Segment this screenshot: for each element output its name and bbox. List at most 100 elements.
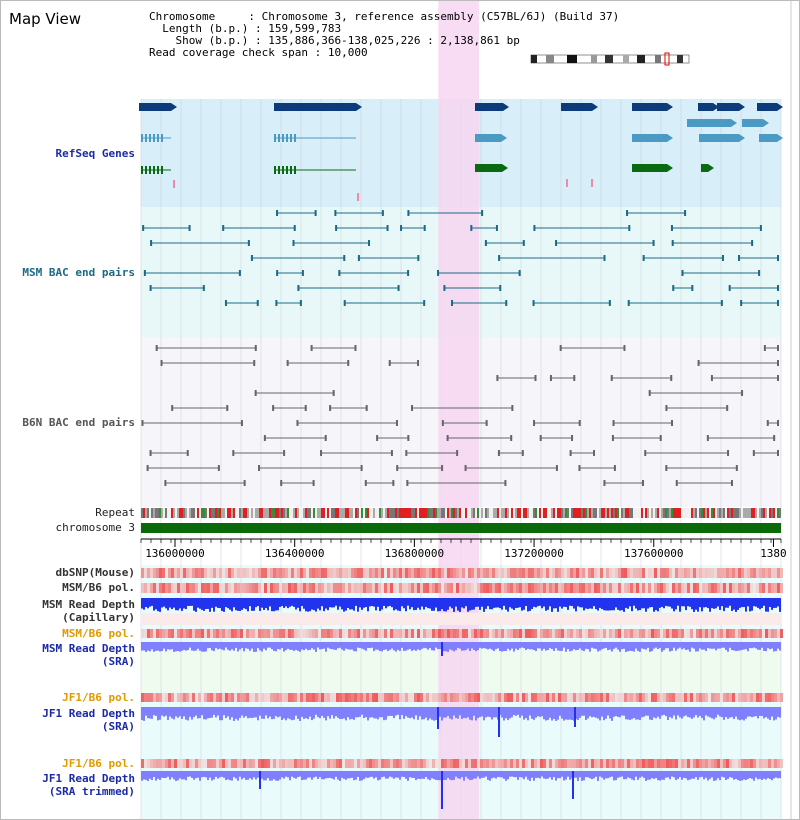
msm-bac-pair-end — [407, 270, 410, 276]
msm-sra-depth-bar — [557, 642, 559, 651]
msm-capillary-depth-bar — [243, 598, 245, 609]
msm-read-depth-capillary-label[interactable]: MSM Read Depth — [42, 598, 135, 611]
refseq-gene-arrow — [667, 103, 673, 111]
msm-sra-depth-bar — [577, 642, 579, 650]
jf1-b6-pol-trim-label[interactable]: JF1/B6 pol. — [62, 757, 135, 770]
msm-capillary-depth-bar — [613, 598, 615, 611]
msm-b6-pol-sra-cell — [213, 629, 216, 638]
msm-sra-depth-bar — [411, 642, 413, 651]
jf1-b6-pol-trim-cell — [411, 759, 414, 768]
jf1-trim-depth-bar — [347, 771, 349, 779]
msm-capillary-depth-bar — [301, 598, 303, 607]
repeat-block — [393, 508, 395, 518]
jf1-sra-depth-bar — [685, 707, 687, 716]
dbsnp-cell — [573, 568, 576, 578]
jf1-b6-pol-trim-cell — [234, 759, 237, 768]
jf1-trim-depth-bar — [343, 771, 345, 779]
dbsnp-label[interactable]: dbSNP(Mouse) — [55, 566, 135, 579]
b6n-bac-label[interactable]: B6N BAC end pairs — [22, 416, 135, 429]
jf1-sra-depth-bar — [645, 707, 647, 716]
msm-b6-pol-sra-label[interactable]: MSM/B6 pol. — [62, 627, 135, 640]
repeat-block — [477, 508, 479, 518]
msm-b6-pol-cell — [696, 583, 699, 593]
jf1-trim-depth-bar — [685, 771, 687, 779]
repeat-block — [695, 508, 697, 518]
repeat-block — [707, 508, 709, 518]
repeat-block — [669, 508, 671, 518]
msm-b6-pol-sra-cell — [684, 629, 687, 638]
repeat-block — [217, 508, 219, 518]
dbsnp-cell — [465, 568, 468, 578]
msm-b6-pol-cell — [405, 583, 408, 593]
jf1-b6-pol-trim-cell — [177, 759, 180, 768]
b6n-bac-pair-end — [286, 360, 289, 366]
jf1-b6-pol-trim-cell — [195, 759, 198, 768]
dbsnp-cell — [159, 568, 162, 578]
repeat-block — [737, 508, 739, 518]
jf1-read-depth-sra-label[interactable]: JF1 Read Depth — [42, 707, 135, 720]
msm-b6-pol-sra-cell — [225, 629, 228, 638]
jf1-b6-pol-cell — [360, 693, 363, 702]
dbsnp-cell — [696, 568, 699, 578]
msm-sra-depth-bar — [679, 642, 681, 648]
msm-bac-label[interactable]: MSM BAC end pairs — [22, 266, 135, 279]
msm-b6-pol-cell — [219, 583, 222, 593]
msm-b6-pol-sra-cell — [543, 629, 546, 638]
msm-b6-pol-sra-cell — [711, 629, 714, 638]
jf1-sra-depth-bar — [375, 707, 377, 719]
jf1-sra-depth-bar — [393, 707, 395, 719]
msm-capillary-depth-bar — [669, 598, 671, 607]
jf1-sra-depth-bar — [333, 707, 335, 719]
jf1-sra-depth-bar — [607, 707, 609, 716]
msm-b6-pol-cell — [267, 583, 270, 593]
repeat-block — [381, 508, 383, 518]
msm-sra-depth-bar — [447, 642, 449, 652]
msm-sra-depth-bar — [675, 642, 677, 651]
jf1-sra-depth-bar — [281, 707, 283, 720]
jf1-trim-depth-bar — [271, 771, 273, 781]
repeat-block — [295, 508, 297, 518]
jf1-trim-depth-bar — [269, 771, 271, 781]
jf1-sra-depth-bar — [389, 707, 391, 716]
msm-b6-pol-cell — [663, 583, 666, 593]
jf1-sra-depth-bar — [343, 707, 345, 719]
msm-b6-pol-sra-cell — [774, 629, 777, 638]
jf1-b6-pol-cell — [171, 693, 174, 702]
msm-b6-pol-cell — [141, 583, 144, 593]
jf1-sra-depth-bar — [417, 707, 419, 720]
jf1-b6-pol-cell — [225, 693, 228, 702]
msm-capillary-depth-bar — [651, 598, 653, 608]
refseq-genes-label[interactable]: RefSeq Genes — [55, 147, 135, 160]
dbsnp-cell — [201, 568, 204, 578]
jf1-b6-pol-trim-cell — [216, 759, 219, 768]
jf1-b6-pol-trim-cell — [453, 759, 456, 768]
msm-b6-pol-sra-cell — [414, 629, 417, 638]
msm-b6-pol-sra-cell — [690, 629, 693, 638]
b6n-bac-pair-end — [296, 420, 299, 426]
dbsnp-cell — [255, 568, 258, 578]
jf1-read-depth-trim-label[interactable]: JF1 Read Depth — [42, 772, 135, 785]
repeat-block — [307, 508, 309, 518]
msm-capillary-depth-bar — [589, 598, 591, 609]
msm-b6-pol-cell — [183, 583, 186, 593]
dbsnp-cell — [519, 568, 522, 578]
msm-sra-depth-bar — [677, 642, 679, 649]
repeat-block — [361, 508, 363, 518]
jf1-trim-depth-bar — [297, 771, 299, 778]
b6n-bac-pair-end — [766, 420, 769, 426]
dbsnp-cell — [750, 568, 753, 578]
jf1-b6-pol-cell — [174, 693, 177, 702]
jf1-trim-depth-bar — [183, 771, 185, 780]
jf1-sra-depth-bar — [591, 707, 593, 718]
msm-sra-depth-bar — [317, 642, 319, 648]
msm-b6-pol-label[interactable]: MSM/B6 pol. — [62, 581, 135, 594]
jf1-b6-pol-label[interactable]: JF1/B6 pol. — [62, 691, 135, 704]
msm-read-depth-sra-label[interactable]: MSM Read Depth — [42, 642, 135, 655]
dbsnp-cell — [321, 568, 324, 578]
jf1-trim-depth-bar — [561, 771, 563, 777]
msm-capillary-depth-bar — [277, 598, 279, 611]
jf1-trim-depth-bar — [553, 771, 555, 778]
jf1-trim-depth-bar — [285, 771, 287, 777]
jf1-trim-depth-bar — [757, 771, 759, 780]
msm-b6-pol-sra-cell — [393, 629, 396, 638]
